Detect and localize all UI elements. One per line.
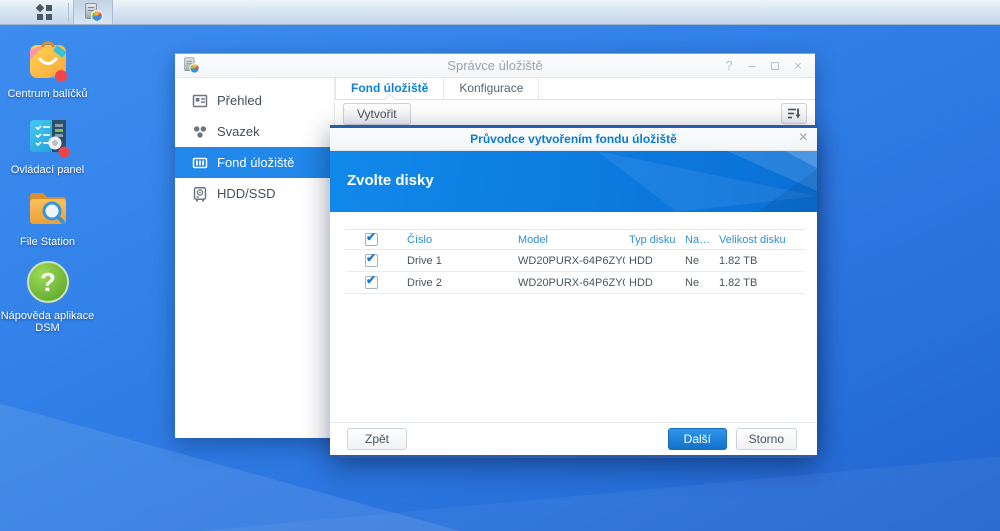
main-menu-grid-icon xyxy=(35,3,52,20)
tab-storage-pool[interactable]: Fond úložiště xyxy=(335,78,445,99)
desktop-icon-package-center[interactable]: Centrum balíčků xyxy=(0,36,95,100)
back-button[interactable]: Zpět xyxy=(347,428,408,450)
dialog-content: ✔ Číslo Model Typ disku Nat... Velikost … xyxy=(330,212,817,422)
cell-disk-type: HDD xyxy=(625,249,681,272)
check-icon: ✔ xyxy=(366,230,377,245)
cell-disk-type: HDD xyxy=(625,271,681,294)
help-icon[interactable]: ? xyxy=(725,57,733,73)
cell-number: Drive 2 xyxy=(403,271,514,294)
storage-manager-task-button[interactable] xyxy=(73,0,113,24)
cell-disk-size: 1.82 TB xyxy=(715,271,805,294)
tab-label: Fond úložiště xyxy=(351,81,429,95)
cell-disk-size: 1.82 TB xyxy=(715,249,805,272)
dialog-footer: Zpět Další Storno xyxy=(330,422,817,455)
dsm-help-icon: ? xyxy=(24,258,72,306)
column-header-native[interactable]: Nat... xyxy=(681,229,715,250)
sidebar-item-label: Přehled xyxy=(217,93,262,108)
window-controls: ? – × xyxy=(722,54,805,77)
control-panel-icon xyxy=(24,112,72,160)
sidebar-item-label: Fond úložiště xyxy=(217,155,295,170)
sort-icon xyxy=(788,108,801,119)
sidebar-item-label: Svazek xyxy=(217,124,260,139)
sort-button[interactable] xyxy=(781,103,807,124)
dialog-banner: Zvolte disky xyxy=(330,151,817,212)
volume-icon xyxy=(194,125,206,138)
sidebar: Přehled Svazek Fond úložiště xyxy=(175,78,335,437)
next-button[interactable]: Další xyxy=(667,428,727,450)
sidebar-item-hdd-ssd[interactable]: HDD/SSD xyxy=(175,178,334,209)
sidebar-item-overview[interactable]: Přehled xyxy=(175,85,334,116)
cell-number: Drive 1 xyxy=(403,249,514,272)
desktop-icon-file-station[interactable]: File Station xyxy=(0,184,95,248)
dialog-close-icon[interactable]: × xyxy=(798,129,808,146)
toolbar: Vytvořit xyxy=(335,100,815,127)
sidebar-item-storage-pool[interactable]: Fond úložiště xyxy=(175,147,334,178)
desktop-icon-label: Ovládací panel xyxy=(10,164,85,176)
desktop-icon-label: File Station xyxy=(19,236,76,248)
overview-icon xyxy=(192,94,208,107)
file-station-icon xyxy=(24,184,72,232)
cell-native: Ne xyxy=(681,271,715,294)
disk-table: ✔ Číslo Model Typ disku Nat... Velikost … xyxy=(345,229,805,294)
column-header-disk-type[interactable]: Typ disku xyxy=(625,229,681,250)
desktop-icon-control-panel[interactable]: Ovládací panel xyxy=(0,112,95,176)
check-icon: ✔ xyxy=(366,273,377,287)
banner-facets xyxy=(597,151,817,212)
sidebar-item-volume[interactable]: Svazek xyxy=(175,116,334,147)
package-center-icon xyxy=(24,36,72,84)
tabbar: Fond úložiště Konfigurace xyxy=(335,78,815,100)
tab-configuration[interactable]: Konfigurace xyxy=(444,78,540,99)
storage-pool-wizard-dialog: Průvodce vytvořením fondu úložiště × Zvo… xyxy=(330,125,817,458)
storage-pool-icon xyxy=(192,157,208,168)
maximize-icon[interactable] xyxy=(768,59,782,73)
window-titlebar[interactable]: Správce úložiště ? – × xyxy=(175,53,815,78)
window-title: Správce úložiště xyxy=(447,58,543,73)
select-all-checkbox[interactable]: ✔ xyxy=(365,230,378,246)
sidebar-item-label: HDD/SSD xyxy=(217,186,276,201)
column-header-disk-size[interactable]: Velikost disku xyxy=(715,229,805,250)
tab-label: Konfigurace xyxy=(459,81,524,95)
row-checkbox[interactable]: ✔ xyxy=(365,251,378,267)
taskbar-divider xyxy=(68,3,69,21)
column-header-number[interactable]: Číslo xyxy=(403,229,514,250)
table-row[interactable]: ✔ Drive 1 WD20PURX-64P6ZY0 HDD Ne 1.82 T… xyxy=(345,249,805,272)
table-row[interactable]: ✔ Drive 2 WD20PURX-64P6ZY0 HDD Ne 1.82 T… xyxy=(345,271,805,294)
dialog-header[interactable]: Průvodce vytvořením fondu úložiště × xyxy=(330,128,817,151)
close-icon[interactable]: × xyxy=(794,57,802,73)
desktop-icon-label: Nápověda aplikace DSM xyxy=(0,310,95,334)
desktop-icon-label: Centrum balíčků xyxy=(7,88,88,100)
storage-manager-icon xyxy=(84,2,103,22)
desktop-icon-dsm-help[interactable]: ? Nápověda aplikace DSM xyxy=(0,258,95,334)
hdd-icon xyxy=(193,186,207,202)
dialog-step-title: Zvolte disky xyxy=(347,172,434,189)
cell-model: WD20PURX-64P6ZY0 xyxy=(514,249,625,272)
row-checkbox[interactable]: ✔ xyxy=(365,273,378,289)
svg-text:?: ? xyxy=(40,267,56,297)
dialog-title: Průvodce vytvořením fondu úložiště xyxy=(470,132,677,146)
minimize-icon[interactable]: – xyxy=(748,57,756,73)
cancel-button[interactable]: Storno xyxy=(735,428,797,450)
cell-model: WD20PURX-64P6ZY0 xyxy=(514,271,625,294)
create-button[interactable]: Vytvořit xyxy=(343,103,411,125)
table-header-row: ✔ Číslo Model Typ disku Nat... Velikost … xyxy=(345,229,805,250)
column-header-model[interactable]: Model xyxy=(514,229,625,250)
window-app-icon xyxy=(183,57,200,74)
taskbar xyxy=(0,0,1000,25)
main-menu-button[interactable] xyxy=(24,0,64,24)
check-icon: ✔ xyxy=(366,251,377,265)
cell-native: Ne xyxy=(681,249,715,272)
